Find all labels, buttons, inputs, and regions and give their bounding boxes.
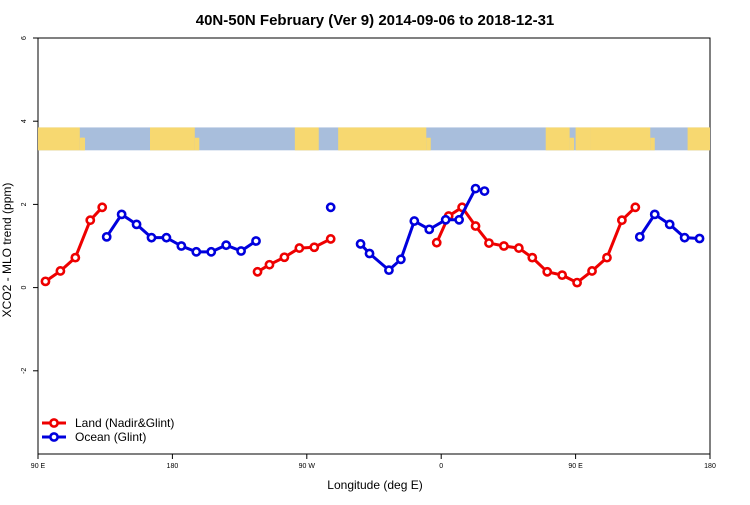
plot-area-frame bbox=[37, 37, 711, 455]
data-point bbox=[252, 266, 263, 277]
data-point bbox=[649, 209, 660, 220]
y-tick-label: 4 bbox=[21, 119, 28, 123]
map-land-1 bbox=[150, 127, 195, 151]
data-point bbox=[251, 236, 261, 246]
data-point bbox=[664, 219, 675, 230]
x-tick-label: 0 bbox=[439, 463, 443, 470]
data-point bbox=[97, 202, 108, 213]
data-point bbox=[364, 248, 375, 259]
data-point bbox=[40, 276, 51, 287]
data-point bbox=[694, 233, 705, 244]
x-tick-label: 180 bbox=[704, 463, 716, 470]
y-tick-label: 0 bbox=[21, 286, 28, 290]
map-coast-2 bbox=[194, 137, 200, 151]
data-point bbox=[602, 252, 612, 263]
legend-marker bbox=[49, 432, 59, 442]
series-line bbox=[359, 187, 485, 272]
data-point bbox=[294, 243, 305, 253]
axes: 90 E 180 90 W 0 90 E 180 -2 0 2 4 6 bbox=[21, 36, 716, 470]
legend: Land (Nadir&Glint)Ocean (Glint) bbox=[42, 416, 174, 444]
data-point bbox=[479, 186, 490, 196]
series-line bbox=[435, 205, 637, 285]
data-point bbox=[499, 241, 509, 251]
data-point bbox=[679, 232, 690, 243]
data-point bbox=[630, 202, 641, 213]
legend-label: Ocean (Glint) bbox=[75, 430, 146, 444]
legend-label: Land (Nadir&Glint) bbox=[75, 416, 174, 430]
series-1 bbox=[101, 183, 705, 276]
data-point bbox=[176, 241, 187, 251]
data-point bbox=[587, 266, 597, 276]
data-point bbox=[440, 214, 451, 225]
map-coast-3 bbox=[426, 137, 431, 151]
map-coast-1 bbox=[80, 137, 86, 151]
data-point bbox=[191, 246, 202, 257]
x-tick-label: 180 bbox=[167, 463, 179, 470]
data-point bbox=[542, 266, 553, 277]
data-point bbox=[161, 232, 172, 243]
chart-title: 40N-50N February (Ver 9) 2014-09-06 to 2… bbox=[196, 12, 555, 29]
data-point bbox=[513, 243, 524, 253]
data-point bbox=[395, 254, 406, 265]
map-coast-5 bbox=[650, 137, 655, 151]
map-land-3 bbox=[338, 127, 427, 151]
x-axis-label: Longitude (deg E) bbox=[327, 478, 422, 492]
y-tick-label: -2 bbox=[21, 368, 28, 374]
series-layer bbox=[40, 183, 705, 288]
data-point bbox=[355, 239, 366, 249]
data-point bbox=[146, 232, 157, 243]
data-point bbox=[470, 221, 481, 231]
world-map-strip bbox=[38, 127, 710, 151]
y-axis-label: XCO2 - MLO trend (ppm) bbox=[0, 183, 14, 318]
data-point bbox=[454, 214, 465, 225]
data-point bbox=[527, 252, 538, 263]
data-point bbox=[206, 246, 217, 257]
x-tick-label: 90 W bbox=[299, 463, 316, 470]
data-point bbox=[116, 209, 127, 220]
data-point bbox=[431, 237, 442, 248]
data-point bbox=[616, 215, 627, 226]
map-land-4 bbox=[545, 127, 570, 151]
data-point bbox=[384, 265, 394, 276]
map-land-7 bbox=[687, 127, 710, 151]
data-point bbox=[409, 216, 420, 226]
data-point bbox=[279, 252, 290, 263]
map-land-6 bbox=[590, 127, 651, 151]
data-point bbox=[101, 231, 112, 242]
data-point bbox=[70, 252, 81, 263]
map-coast-4 bbox=[569, 137, 575, 151]
data-point bbox=[572, 277, 582, 288]
y-tick-label: 6 bbox=[21, 36, 28, 40]
legend-marker bbox=[49, 418, 59, 428]
data-point bbox=[131, 219, 142, 230]
data-point bbox=[424, 224, 435, 235]
map-land-5 bbox=[575, 127, 591, 151]
data-point bbox=[309, 242, 320, 253]
x-tick-label: 90 E bbox=[568, 463, 583, 470]
map-land-0 bbox=[38, 127, 80, 151]
data-point bbox=[470, 183, 481, 194]
data-point bbox=[55, 266, 66, 276]
data-point bbox=[557, 270, 568, 281]
series-0 bbox=[40, 202, 641, 288]
data-point bbox=[85, 215, 96, 226]
y-tick-label: 2 bbox=[21, 202, 28, 206]
x-tick-label: 90 E bbox=[31, 463, 46, 470]
map-land-2 bbox=[294, 127, 319, 151]
data-point bbox=[221, 240, 232, 251]
data-point bbox=[325, 234, 336, 244]
data-point bbox=[484, 238, 494, 248]
data-point bbox=[634, 231, 645, 242]
data-point bbox=[236, 246, 246, 256]
data-point bbox=[325, 202, 336, 213]
data-point bbox=[264, 259, 275, 270]
